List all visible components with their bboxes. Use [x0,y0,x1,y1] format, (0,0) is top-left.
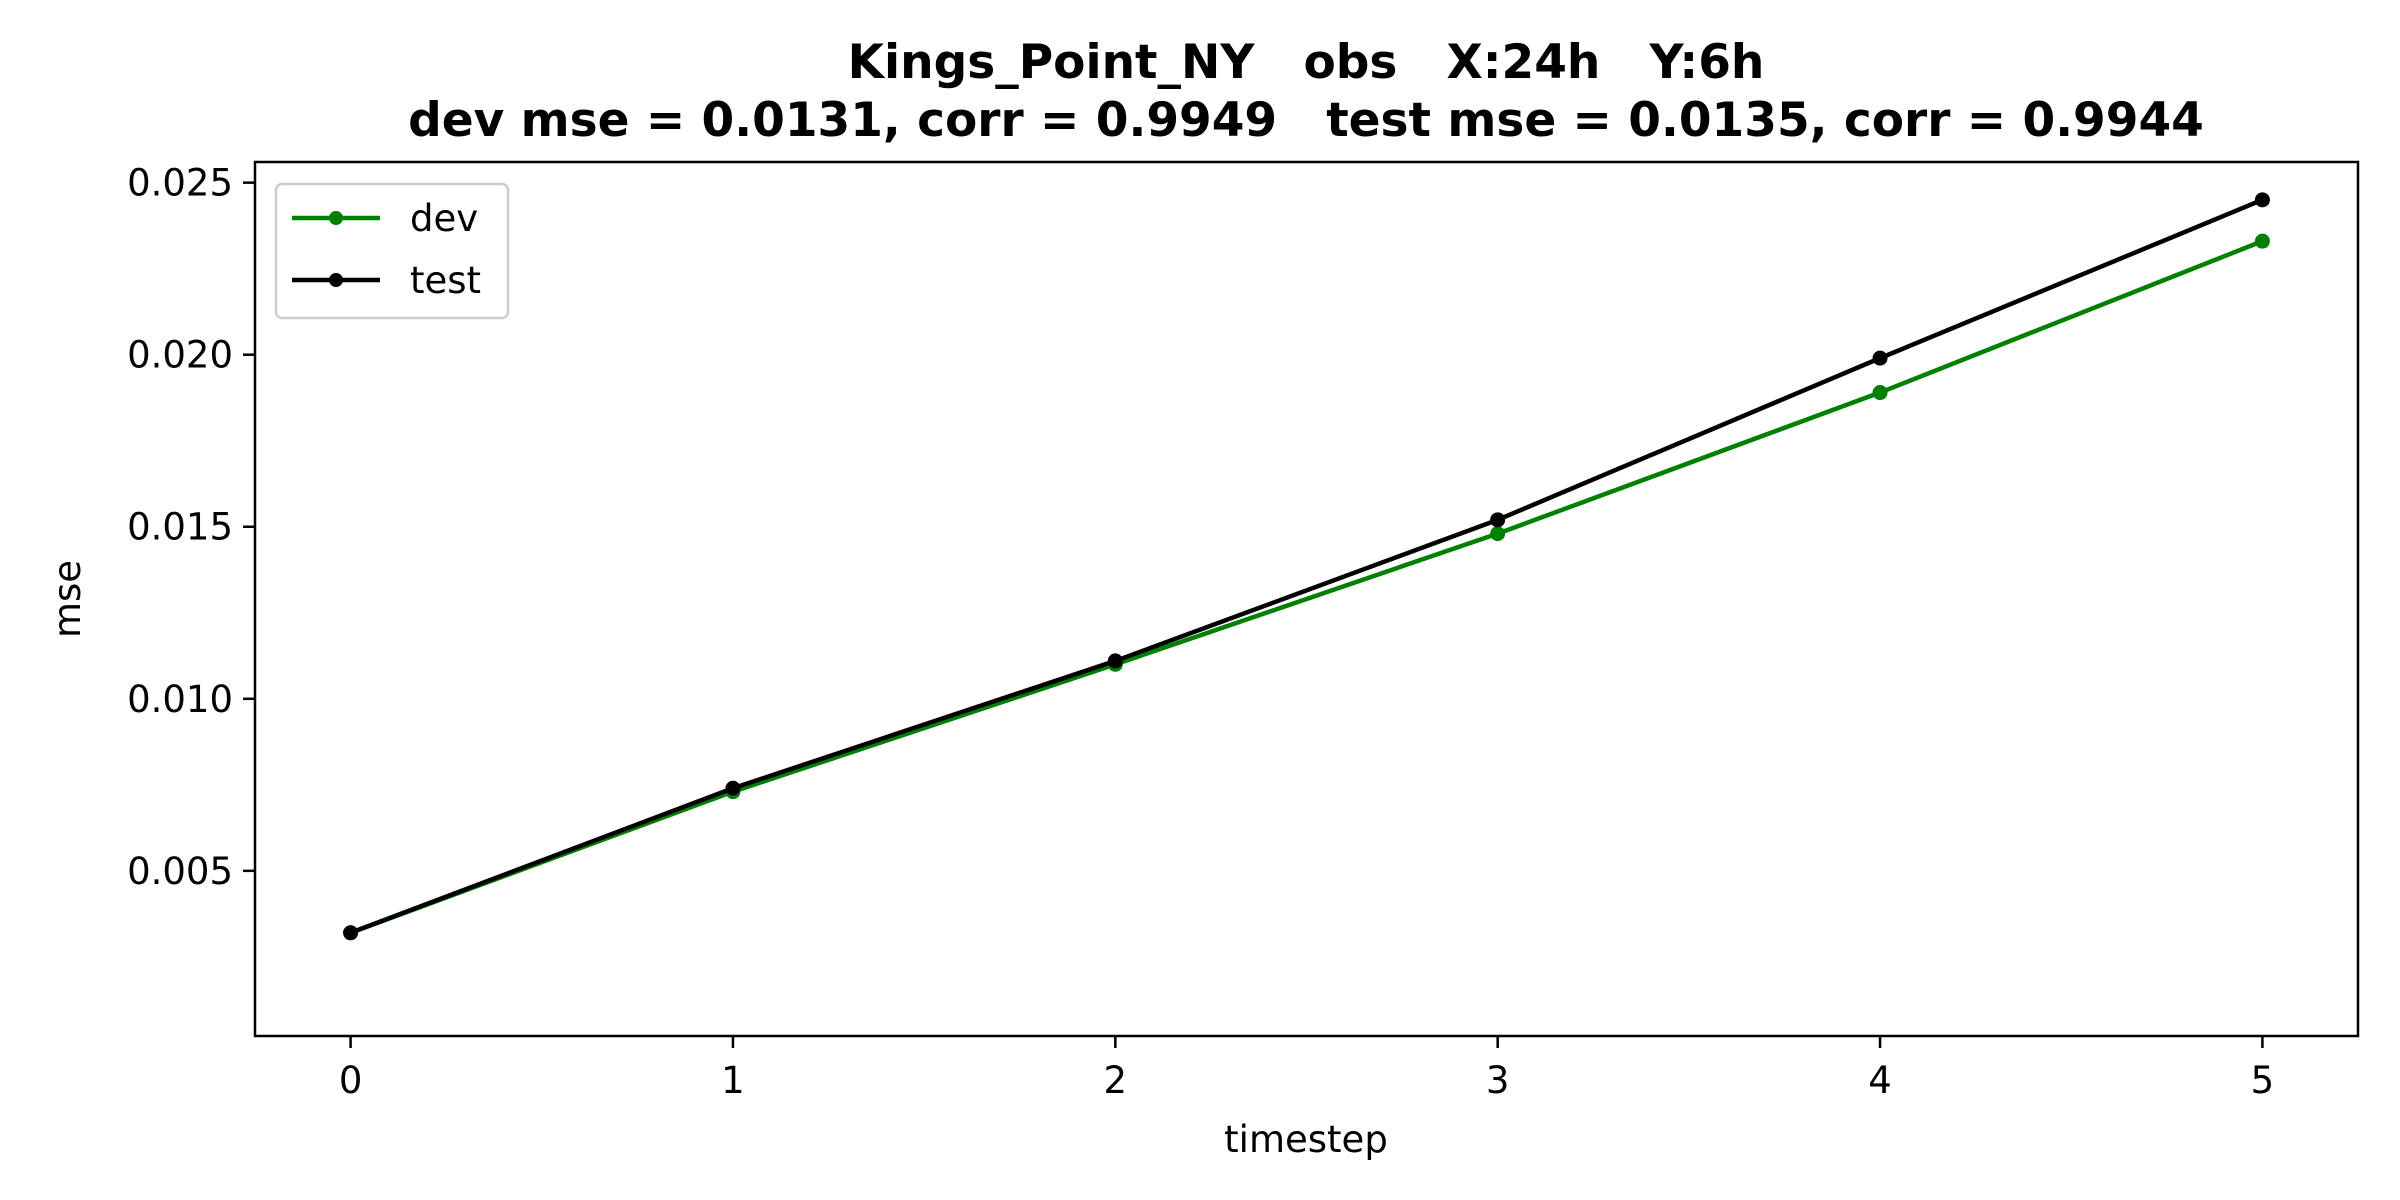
series-test-point [1107,653,1123,669]
legend: dev test [274,182,510,320]
y-tick-label: 0.005 [127,850,233,893]
series-layer [343,192,2270,941]
x-tick-label: 0 [339,1059,363,1102]
series-test-point [1490,512,1506,528]
y-tick-label: 0.015 [127,506,233,549]
legend-dev-marker [329,211,343,225]
legend-test-marker [329,273,343,287]
x-tick-label: 2 [1104,1059,1128,1102]
series-test-point [725,780,741,796]
series-test-line [348,197,2265,936]
chart-title-line2: dev mse = 0.0131, corr = 0.9949 test mse… [408,93,2204,148]
series-dev-point [1490,526,1506,542]
x-tick-label: 5 [2251,1059,2275,1102]
y-tick-label: 0.020 [127,334,233,377]
y-tick-label: 0.010 [127,678,233,721]
chart-title-line1: Kings_Point_NY obs X:24h Y:6h [848,35,1765,90]
series-test-point [343,925,359,941]
x-axis-label: timestep [1224,1118,1388,1161]
legend-dev-label: dev [410,197,478,240]
x-tick-label: 1 [721,1059,745,1102]
series-dev-line [348,238,2265,936]
series-test-point [2254,192,2270,208]
plot-frame [253,160,2360,1038]
series-dev-point [2254,233,2270,249]
x-tick-label: 4 [1868,1059,1892,1102]
x-tick-label: 3 [1486,1059,1510,1102]
x-axis-ticks: 0 1 2 3 4 5 [339,1036,2274,1102]
legend-test-label: test [410,259,481,302]
series-test-point [1872,350,1888,366]
y-axis-ticks: 0.005 0.010 0.015 0.020 0.025 [127,162,255,893]
y-tick-label: 0.025 [127,162,233,205]
series-dev-point [1872,385,1888,401]
y-axis-label: mse [46,560,89,638]
